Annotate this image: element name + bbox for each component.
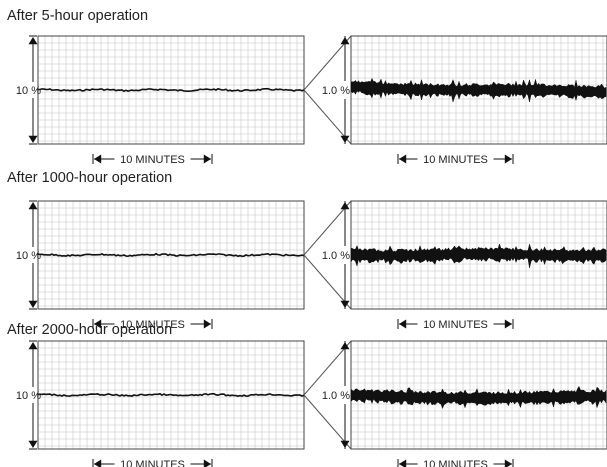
y-scale-bar	[340, 201, 350, 309]
panel-overview: 10 % 10 MINUTES	[16, 200, 305, 331]
zoom-connector-top	[303, 200, 352, 256]
y-scale-arrow-up	[28, 342, 38, 350]
y-scale-arrow-up	[28, 37, 38, 45]
trace-band	[350, 385, 607, 410]
x-scale-arrow-left	[399, 459, 407, 467]
y-scale-bar: 10 %	[16, 35, 41, 145]
x-axis-label: 10 MINUTES	[423, 154, 488, 166]
x-scale-arrow-right	[504, 154, 512, 164]
chart-title: After 1000-hour operation	[7, 170, 172, 186]
x-scale-arrow-right	[203, 154, 211, 164]
zoom-connector-bottom	[303, 254, 352, 310]
panel-magnified: 1.0 % 10 MINUTES	[313, 35, 607, 166]
panel-overview: 10 % 10 MINUTES	[16, 340, 305, 467]
x-axis-label: 10 MINUTES	[423, 459, 488, 467]
panel-magnified: 1.0 % 10 MINUTES	[313, 340, 607, 467]
y-label-background	[313, 386, 349, 403]
x-scale-bar: 10 MINUTES	[92, 319, 213, 331]
zoom-connector-top	[303, 35, 352, 91]
x-scale-arrow-left	[94, 459, 102, 467]
zoom-connector-bottom	[303, 89, 352, 145]
y-scale-arrow-down	[28, 440, 38, 448]
x-axis-label: 10 MINUTES	[120, 459, 185, 467]
x-scale-arrow-right	[203, 459, 211, 467]
y-scale-arrow-up	[340, 37, 350, 45]
trace-line	[37, 252, 305, 258]
y-scale-arrow-down	[340, 300, 350, 308]
x-axis-label: 10 MINUTES	[120, 154, 185, 166]
y-axis-label: 10 %	[16, 250, 41, 262]
y-scale-bar: 10 %	[16, 200, 41, 310]
y-scale-bar	[340, 36, 350, 144]
x-axis-label: 10 MINUTES	[423, 319, 488, 331]
y-scale-arrow-down	[28, 300, 38, 308]
x-scale-bar: 10 MINUTES	[397, 154, 514, 166]
x-scale-arrow-left	[94, 319, 102, 329]
zoom-connector-top	[303, 340, 352, 396]
trace-band	[350, 243, 607, 268]
x-scale-bar: 10 MINUTES	[397, 319, 514, 331]
y-axis-label: 10 %	[16, 85, 41, 97]
x-scale-arrow-left	[399, 154, 407, 164]
panel-overview: 10 % 10 MINUTES	[16, 35, 305, 166]
y-scale-arrow-up	[28, 202, 38, 210]
y-scale-arrow-up	[340, 342, 350, 350]
y-scale-arrow-up	[340, 202, 350, 210]
y-label-background	[313, 81, 349, 98]
x-scale-bar: 10 MINUTES	[92, 154, 213, 166]
trace-line	[37, 392, 305, 398]
x-scale-arrow-right	[203, 319, 211, 329]
x-scale-arrow-left	[399, 319, 407, 329]
zoom-connector-bottom	[303, 394, 352, 450]
y-axis-label: 1.0 %	[322, 250, 350, 262]
x-scale-bar: 10 MINUTES	[92, 459, 213, 467]
x-scale-arrow-right	[504, 459, 512, 467]
chart-title: After 2000-hour operation	[7, 322, 172, 338]
y-scale-bar: 10 %	[16, 340, 41, 450]
y-label-background	[313, 246, 349, 263]
y-scale-arrow-down	[340, 440, 350, 448]
x-scale-arrow-left	[94, 154, 102, 164]
y-axis-label: 10 %	[16, 390, 41, 402]
x-scale-bar: 10 MINUTES	[397, 459, 514, 467]
y-scale-bar	[340, 341, 350, 449]
x-scale-arrow-right	[504, 319, 512, 329]
y-axis-label: 1.0 %	[322, 390, 350, 402]
y-scale-arrow-down	[340, 135, 350, 143]
trace-line	[37, 87, 305, 93]
panel-magnified: 1.0 % 10 MINUTES	[313, 200, 607, 331]
y-scale-arrow-down	[28, 135, 38, 143]
y-axis-label: 1.0 %	[322, 85, 350, 97]
trace-band	[350, 77, 607, 103]
x-axis-label: 10 MINUTES	[120, 319, 185, 331]
chart-title: After 5-hour operation	[7, 8, 148, 24]
